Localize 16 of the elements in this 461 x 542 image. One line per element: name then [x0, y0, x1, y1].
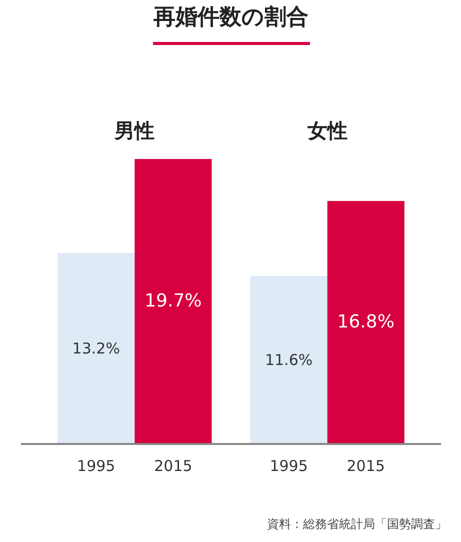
bar	[250, 276, 328, 444]
x-tick-label: 男性	[114, 118, 155, 142]
text: 資料：総務省統計局「国勢調査」	[267, 516, 447, 533]
bar	[134, 159, 212, 444]
chart-title: 再婚件数の割合	[152, 5, 308, 30]
data-label: 13.2%	[72, 340, 120, 358]
data-label: 11.6%	[264, 351, 313, 370]
data-label: 16.8%	[337, 311, 394, 332]
series-label: 2015	[154, 457, 192, 475]
data-label: 19.7%	[144, 290, 202, 312]
text: 1995	[270, 457, 308, 475]
bar	[58, 253, 135, 444]
x-tick-label: 女性	[306, 118, 348, 142]
text: 2015	[346, 457, 385, 475]
series-label: 1995	[77, 457, 116, 475]
bar	[327, 200, 404, 444]
